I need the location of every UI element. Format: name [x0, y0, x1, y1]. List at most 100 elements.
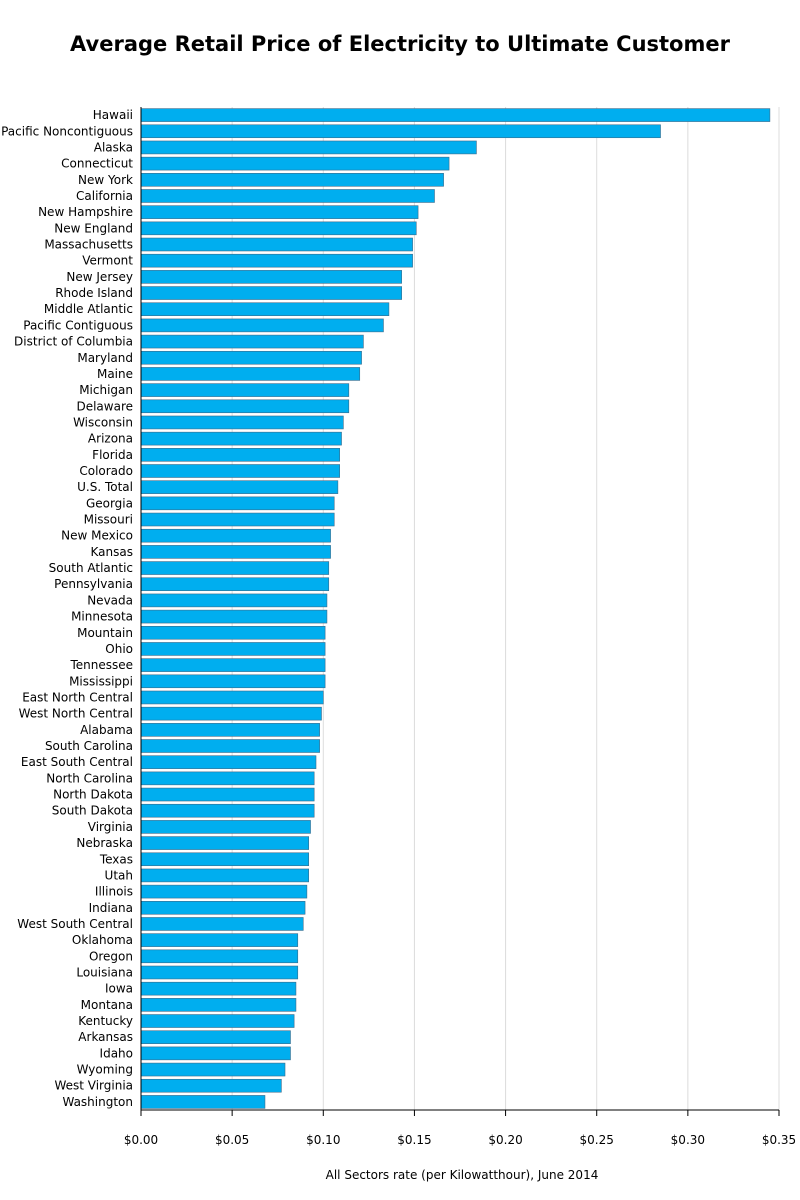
- bar: [140, 706, 322, 721]
- category-label: Kansas: [91, 545, 133, 559]
- category-label: Texas: [99, 852, 133, 866]
- bar: [140, 140, 477, 155]
- category-label: Ohio: [105, 642, 133, 656]
- category-label: Connecticut: [61, 157, 133, 171]
- bar: [140, 383, 350, 397]
- category-label: Alabama: [80, 723, 133, 737]
- category-label: Maine: [97, 367, 133, 381]
- category-label: Delaware: [76, 399, 133, 413]
- bar: [140, 1078, 282, 1093]
- bar: [140, 1014, 295, 1028]
- category-label: California: [76, 189, 133, 203]
- bar: [140, 496, 335, 511]
- category-label: U.S. Total: [77, 480, 133, 494]
- bar: [140, 1046, 291, 1061]
- bar: [140, 512, 335, 527]
- category-label: Massachusetts: [44, 238, 133, 252]
- x-tick-label: $0.05: [215, 1133, 249, 1147]
- category-label: Nebraska: [76, 836, 133, 850]
- bar: [140, 836, 310, 850]
- x-tick-label: $0.10: [306, 1133, 340, 1147]
- bar: [140, 318, 384, 333]
- bar: [140, 448, 340, 462]
- bar: [140, 431, 342, 446]
- category-label: New York: [78, 173, 133, 187]
- category-label: East North Central: [22, 690, 133, 704]
- bar: [140, 561, 330, 575]
- bar: [140, 1095, 266, 1109]
- bar: [140, 658, 326, 672]
- category-label: Iowa: [105, 982, 133, 996]
- category-label: District of Columbia: [14, 335, 133, 349]
- bar: [140, 286, 402, 300]
- x-axis-label: All Sectors rate (per Kilowatthour), Jun…: [325, 1168, 599, 1182]
- category-label: Pacific Noncontiguous: [1, 124, 133, 138]
- category-label: West North Central: [19, 707, 133, 721]
- bar: [140, 981, 297, 996]
- bar: [140, 302, 390, 316]
- category-label: Colorado: [79, 464, 133, 478]
- category-label: Mountain: [77, 626, 133, 640]
- bar: [140, 124, 661, 139]
- category-label: Virginia: [88, 820, 133, 834]
- category-label: West Virginia: [54, 1079, 133, 1093]
- category-label: Vermont: [82, 254, 133, 268]
- category-label: West South Central: [17, 917, 133, 931]
- bar: [140, 933, 299, 947]
- bar: [140, 464, 340, 478]
- bar: [140, 755, 317, 769]
- category-label: Kentucky: [78, 1014, 133, 1028]
- category-label: Georgia: [86, 496, 133, 510]
- category-label: Hawaii: [93, 108, 133, 122]
- bar: [140, 965, 299, 980]
- x-tick-label: $0.00: [124, 1133, 158, 1147]
- bar: [140, 852, 310, 867]
- chart-title: Average Retail Price of Electricity to U…: [70, 32, 730, 56]
- bar: [140, 1030, 291, 1044]
- bar: [140, 173, 444, 187]
- bar: [140, 221, 417, 236]
- category-label: Middle Atlantic: [44, 302, 133, 316]
- category-label: Wisconsin: [73, 415, 133, 429]
- category-label: North Carolina: [46, 771, 133, 785]
- bar: [140, 334, 364, 349]
- category-label: Missouri: [84, 513, 133, 527]
- category-label: Louisiana: [76, 965, 133, 979]
- bar: [140, 739, 320, 753]
- bar: [140, 253, 413, 268]
- bar: [140, 787, 315, 802]
- bar: [140, 609, 328, 624]
- bar: [140, 917, 304, 931]
- category-label: Alaska: [94, 140, 133, 154]
- category-label: Nevada: [87, 593, 133, 607]
- bar: [140, 690, 324, 705]
- category-label: Florida: [92, 448, 133, 462]
- bar: [140, 642, 326, 656]
- bar: [140, 868, 310, 883]
- category-label: Indiana: [89, 901, 133, 915]
- category-label: Illinois: [95, 885, 133, 899]
- bar: [140, 901, 306, 915]
- bar: [140, 480, 339, 494]
- bar: [140, 545, 331, 559]
- category-label: New England: [54, 221, 133, 235]
- category-label: Utah: [105, 868, 133, 882]
- bar: [140, 949, 299, 964]
- bar: [140, 577, 330, 592]
- category-label: Oklahoma: [72, 933, 133, 947]
- bar: [140, 998, 297, 1012]
- x-tick-label: $0.30: [671, 1133, 705, 1147]
- category-label: East South Central: [21, 755, 133, 769]
- category-label: Wyoming: [77, 1063, 133, 1077]
- category-label: Arkansas: [78, 1030, 133, 1044]
- category-label: New Mexico: [61, 529, 133, 543]
- bar: [140, 270, 402, 284]
- x-tick-label: $0.15: [397, 1133, 431, 1147]
- x-tick-label: $0.25: [580, 1133, 614, 1147]
- category-label: South Atlantic: [49, 561, 133, 575]
- category-label: Pennsylvania: [54, 577, 133, 591]
- bar: [140, 625, 326, 640]
- bar: [140, 237, 413, 252]
